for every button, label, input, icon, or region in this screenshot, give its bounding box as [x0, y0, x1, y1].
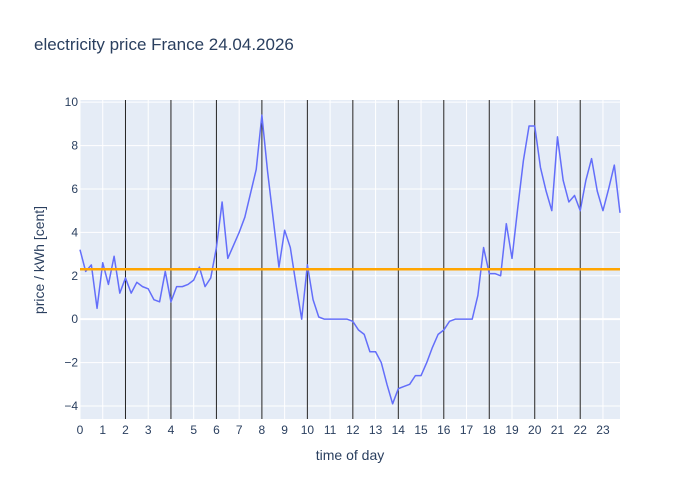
x-tick-label: 17 — [460, 423, 474, 437]
y-tick-label: 6 — [71, 182, 78, 196]
x-tick-label: 12 — [346, 423, 360, 437]
x-tick-label: 10 — [301, 423, 315, 437]
y-tick-label: 8 — [71, 139, 78, 153]
x-tick-label: 23 — [596, 423, 610, 437]
x-tick-label: 15 — [414, 423, 428, 437]
x-tick-label: 22 — [574, 423, 588, 437]
x-tick-label: 13 — [369, 423, 383, 437]
y-tick-label: 0 — [71, 312, 78, 326]
y-axis-title: price / kWh [cent] — [31, 206, 47, 314]
vertical-marker-layer — [124, 100, 581, 419]
x-tick-label: 8 — [259, 423, 266, 437]
x-tick-label: 7 — [236, 423, 243, 437]
chart-title: electricity price France 24.04.2026 — [34, 35, 294, 54]
x-tick-label: 0 — [77, 423, 84, 437]
x-tick-label: 14 — [392, 423, 406, 437]
x-tick-label: 3 — [145, 423, 152, 437]
tick-label-layer: 0 1 2 3 4 5 6 7 8 9 10 11 12 13 14 15 16 17 18 19 20 21 22 23−4… — [64, 95, 610, 437]
x-tick-label: 20 — [528, 423, 542, 437]
x-tick-label: 19 — [505, 423, 519, 437]
x-tick-label: 18 — [483, 423, 497, 437]
x-tick-label: 21 — [551, 423, 565, 437]
y-tick-label: 2 — [71, 269, 78, 283]
x-tick-label: 11 — [324, 423, 337, 437]
x-tick-label: 16 — [437, 423, 451, 437]
y-tick-label: −4 — [64, 399, 78, 413]
series-layer — [79, 114, 621, 405]
x-tick-label: 6 — [213, 423, 220, 437]
price-series-line — [79, 114, 621, 405]
y-tick-label: −2 — [64, 356, 78, 370]
plot-area — [80, 100, 620, 419]
y-tick-label: 4 — [71, 225, 78, 239]
x-tick-label: 9 — [281, 423, 288, 437]
x-axis-title: time of day — [316, 447, 384, 463]
x-tick-label: 4 — [168, 423, 175, 437]
x-tick-label: 5 — [190, 423, 197, 437]
x-tick-label: 1 — [99, 423, 106, 437]
y-tick-label: 10 — [65, 95, 79, 109]
x-tick-label: 2 — [122, 423, 129, 437]
